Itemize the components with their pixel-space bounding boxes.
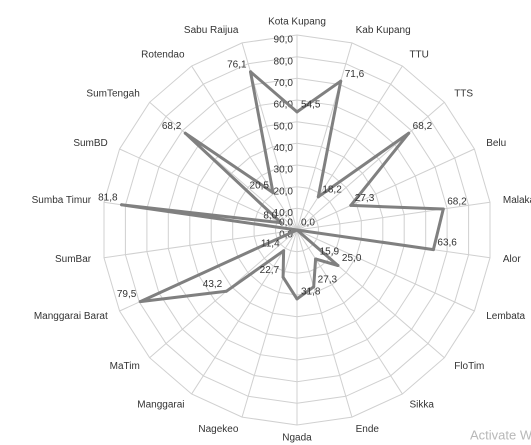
point — [224, 289, 228, 293]
point — [183, 131, 187, 135]
data-label: 76,1 — [227, 59, 247, 70]
point — [349, 203, 353, 207]
data-label: 43,2 — [203, 279, 223, 290]
category-label: Rotendao — [141, 50, 185, 61]
point — [271, 191, 275, 195]
point — [295, 228, 299, 232]
data-label: 68,2 — [447, 197, 467, 208]
data-label: 25,0 — [342, 253, 362, 264]
data-label: 18,2 — [322, 184, 342, 195]
category-label: SumBD — [73, 138, 107, 149]
tick-label: 10,0 — [274, 208, 294, 219]
point — [295, 110, 299, 114]
point — [249, 70, 253, 74]
category-label: Ende — [356, 424, 380, 435]
data-label: 27,3 — [355, 193, 375, 204]
point — [407, 131, 411, 135]
watermark: Activate W — [470, 427, 531, 442]
category-label: TTS — [454, 88, 473, 99]
point — [336, 263, 340, 267]
spoke — [296, 229, 353, 418]
category-label: Manggarai Barat — [34, 311, 108, 322]
spoke — [241, 229, 298, 418]
category-label: Kab Kupang — [356, 25, 411, 36]
point — [281, 275, 285, 279]
data-label: 8,0 — [263, 210, 277, 221]
spoke — [191, 65, 298, 231]
data-label: 63,6 — [437, 237, 457, 248]
point — [431, 248, 435, 252]
data-label: 54,5 — [301, 100, 321, 111]
category-label: Manggarai — [137, 400, 184, 411]
category-label: MaTim — [110, 361, 140, 372]
category-label: TTU — [409, 50, 428, 61]
point — [295, 297, 299, 301]
point — [312, 285, 316, 289]
category-label: Lembata — [486, 311, 525, 322]
tick-label: 70,0 — [274, 78, 294, 89]
spoke — [296, 229, 475, 312]
spoke — [296, 201, 491, 231]
data-label: 79,5 — [117, 289, 137, 300]
data-label: 15,9 — [320, 247, 340, 258]
spoke — [149, 101, 298, 231]
data-label: 27,3 — [318, 274, 338, 285]
category-label: FloTim — [454, 361, 484, 372]
category-label: Sikka — [409, 400, 434, 411]
point — [138, 300, 142, 304]
spoke — [119, 148, 298, 231]
spoke — [296, 42, 353, 231]
tick-label: 80,0 — [274, 56, 294, 67]
spoke — [296, 101, 445, 231]
data-label: 68,2 — [413, 121, 433, 132]
category-label: Sumba Timur — [32, 195, 92, 206]
point — [279, 221, 283, 225]
category-label: Belu — [486, 138, 506, 149]
data-label: 11,4 — [261, 238, 280, 249]
point — [339, 79, 343, 83]
category-label: Kota Kupang — [268, 17, 326, 28]
point — [120, 203, 124, 207]
category-label: SumBar — [55, 254, 92, 265]
spoke — [296, 229, 403, 395]
point — [282, 249, 286, 253]
data-label: 22,7 — [260, 265, 280, 276]
spoke — [296, 148, 475, 231]
spoke — [103, 229, 298, 259]
tick-label: 30,0 — [274, 165, 294, 176]
tick-label: 20,0 — [274, 186, 294, 197]
data-label: 31,8 — [301, 287, 321, 298]
data-label: 81,8 — [98, 192, 118, 203]
category-label: Sabu Raijua — [184, 25, 239, 36]
tick-label: 60,0 — [274, 100, 294, 111]
tick-label: 40,0 — [274, 143, 294, 154]
point — [314, 257, 318, 261]
spoke — [149, 229, 298, 359]
tick-label: 50,0 — [274, 121, 294, 132]
point — [441, 207, 445, 211]
spoke — [191, 229, 298, 395]
category-label: SumTengah — [86, 88, 139, 99]
category-label: Nagekeo — [198, 424, 238, 435]
category-label: Malaka — [503, 195, 531, 206]
data-label: 68,2 — [162, 121, 182, 132]
data-label: 20,5 — [250, 180, 270, 191]
tick-label: 90,0 — [274, 35, 294, 46]
data-label: 0,0 — [301, 218, 315, 229]
spoke — [296, 65, 403, 231]
point — [316, 195, 320, 199]
data-label: 0,0 — [279, 218, 293, 229]
category-label: Ngada — [282, 433, 312, 444]
category-label: Alor — [503, 254, 521, 265]
data-label: 71,6 — [345, 69, 365, 80]
